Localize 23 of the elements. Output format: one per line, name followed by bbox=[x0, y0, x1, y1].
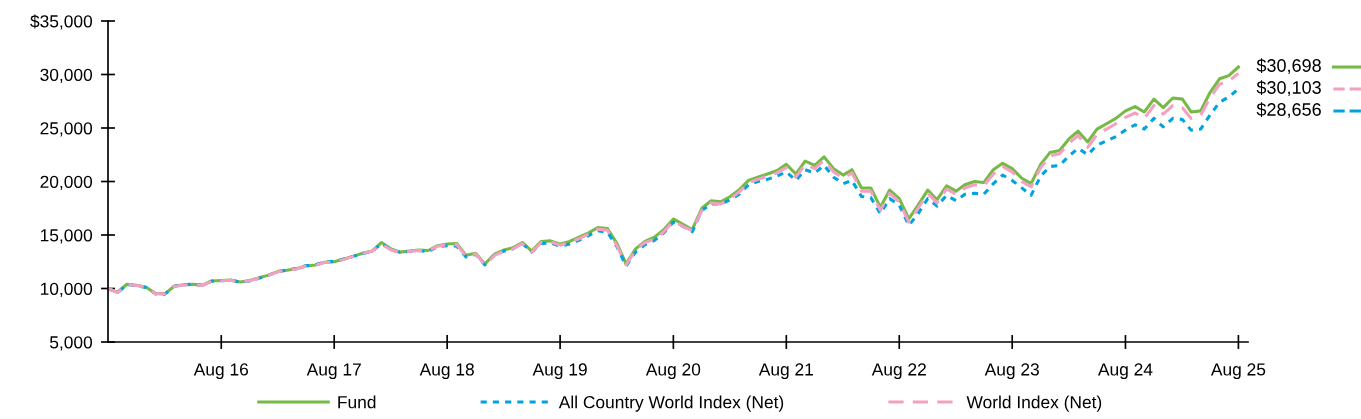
legend-label: World Index (Net) bbox=[966, 395, 1102, 412]
x-tick-label: Aug 19 bbox=[532, 363, 587, 380]
y-tick-label: $35,000 bbox=[30, 14, 93, 30]
x-tick-label: Aug 17 bbox=[306, 363, 361, 380]
annotation: $30,103 bbox=[1256, 80, 1321, 97]
y-tick-label: 20,000 bbox=[40, 175, 93, 191]
annotation: $28,656 bbox=[1256, 102, 1321, 119]
x-tick-label: Aug 18 bbox=[419, 363, 474, 380]
legend-label: All Country World Index (Net) bbox=[558, 395, 784, 412]
x-tick-label: Aug 23 bbox=[984, 363, 1039, 380]
legend-label: Fund bbox=[338, 395, 376, 409]
y-tick-label: 25,000 bbox=[40, 122, 93, 137]
x-tick-label: Aug 21 bbox=[758, 363, 813, 380]
y-tick-label: 10,000 bbox=[40, 282, 93, 298]
y-tick-label: 15,000 bbox=[40, 229, 93, 244]
annotation: $30,698 bbox=[1256, 58, 1321, 75]
x-tick-label: Aug 24 bbox=[1097, 363, 1153, 380]
y-tick-label: 5,000 bbox=[49, 336, 93, 351]
x-tick-label: Aug 20 bbox=[645, 363, 701, 380]
x-tick-label: Aug 16 bbox=[193, 363, 249, 380]
x-tick-label: Aug 25 bbox=[1210, 363, 1266, 380]
x-tick-label: Aug 22 bbox=[871, 363, 926, 380]
y-tick-label: 30,000 bbox=[40, 68, 93, 84]
